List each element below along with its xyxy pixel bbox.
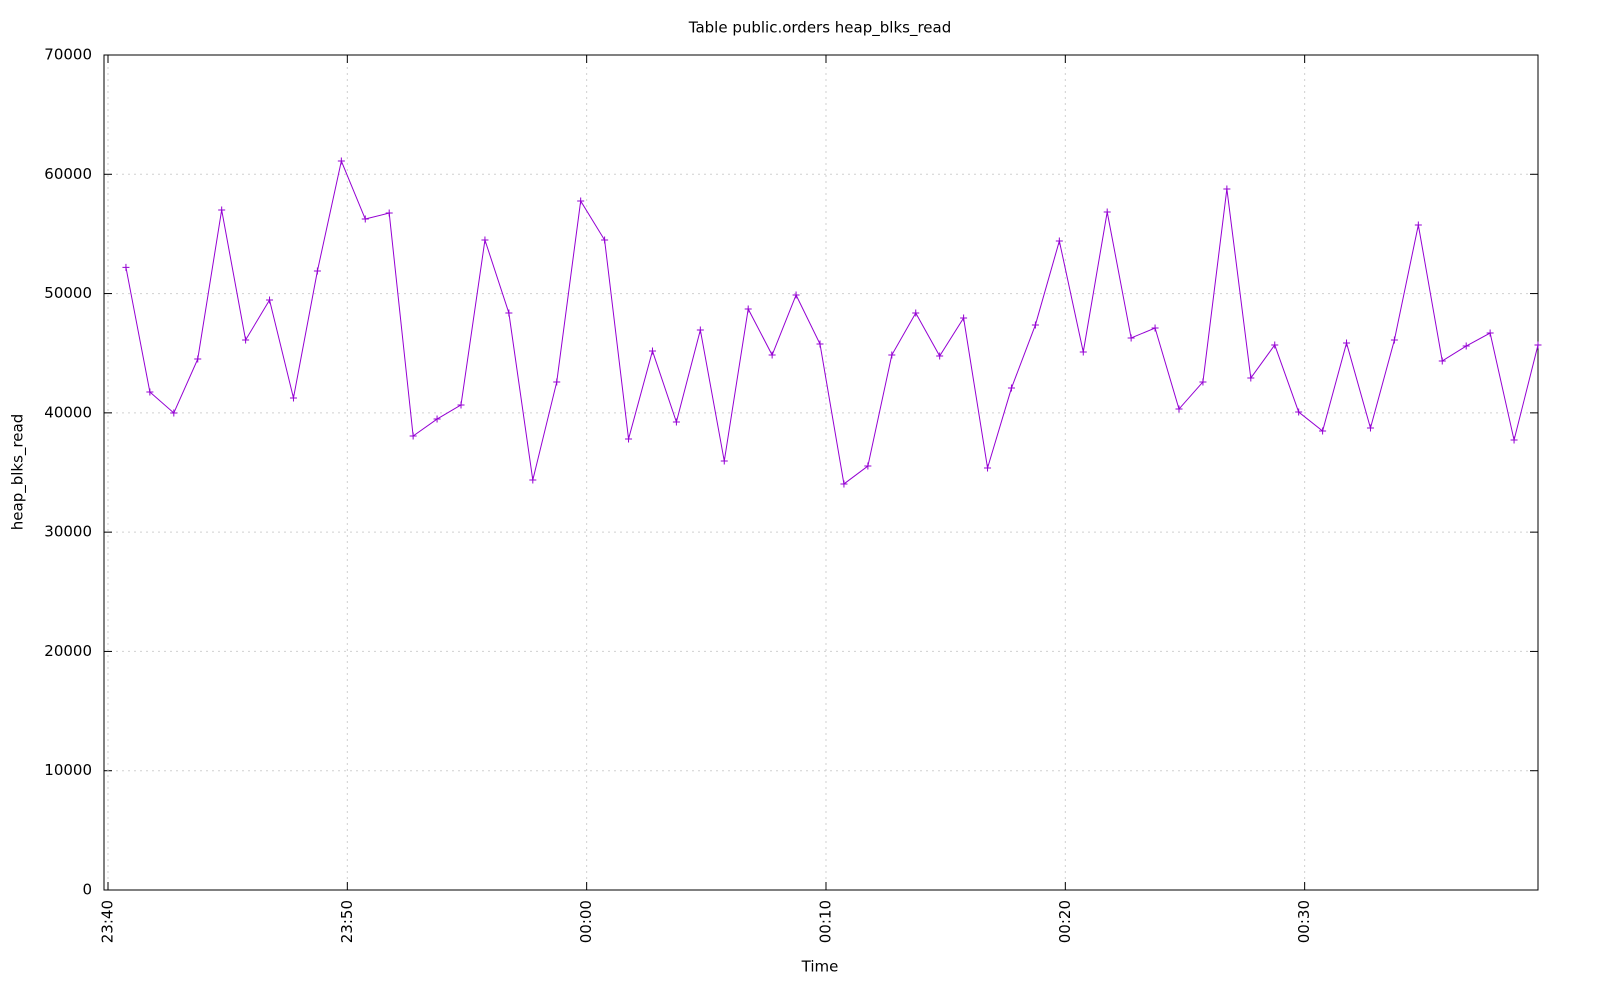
point-marker [912,309,920,317]
point-marker [1271,341,1279,349]
y-tick-label: 40000 [44,403,92,421]
point-marker [1414,221,1422,229]
point-marker [170,409,178,417]
point-marker [984,464,992,472]
x-tick-label: 00:30 [1295,900,1313,943]
chart-title: Table public.orders heap_blks_read [688,19,951,38]
point-marker [481,236,489,244]
x-tick-label: 00:00 [577,900,595,943]
point-marker [1031,321,1039,329]
point-marker [122,263,130,271]
point-marker [194,355,202,363]
y-tick-label: 30000 [44,523,92,541]
point-marker [1199,378,1207,386]
y-tick-label: 50000 [44,284,92,302]
y-tick-label: 70000 [44,46,92,64]
y-tick-label: 60000 [44,165,92,183]
point-marker [1151,324,1159,332]
point-marker [888,351,896,359]
plot-frame [103,54,1539,891]
point-marker [864,462,872,470]
point-marker [146,388,154,396]
point-marker [1343,339,1351,347]
point-marker [313,267,321,275]
point-marker [218,206,226,214]
point-marker [1175,405,1183,413]
point-marker [385,209,393,217]
point-marker [1055,237,1063,245]
point-marker [577,197,585,205]
data-line [125,159,1539,485]
point-marker [672,418,680,426]
point-marker [840,480,848,488]
point-marker [1007,384,1015,392]
point-marker [1366,424,1374,432]
point-marker [720,457,728,465]
y-tick-label: 0 [82,881,92,899]
point-marker [1438,357,1446,365]
point-marker [553,378,561,386]
y-tick-label: 20000 [44,642,92,660]
x-tick-label: 00:20 [1056,900,1074,943]
point-marker [457,401,465,409]
x-tick-label: 23:40 [98,900,116,943]
point-marker [1103,208,1111,216]
point-marker [409,432,417,440]
point-marker [1223,185,1231,193]
point-marker [337,157,345,165]
point-marker [361,215,369,223]
point-marker [1462,342,1470,350]
point-marker [792,291,800,299]
y-axis-label: heap_blks_read [9,414,28,530]
point-marker [433,415,441,423]
point-marker [1079,348,1087,356]
x-tick-label: 23:50 [338,900,356,943]
point-marker [1486,329,1494,337]
x-axis-label: Time [801,958,839,976]
point-marker [625,435,633,443]
point-marker [936,352,944,360]
point-marker [1534,341,1542,349]
point-marker [696,326,704,334]
point-marker [266,296,274,304]
x-tick-label: 00:10 [816,900,834,943]
point-marker [1247,374,1255,382]
point-marker [1127,334,1135,342]
point-marker [648,347,656,355]
point-marker [816,340,824,348]
y-tick-label: 10000 [44,761,92,779]
point-marker [529,476,537,484]
point-marker [1390,336,1398,344]
point-marker [601,236,609,244]
point-marker [1319,427,1327,435]
point-marker [744,305,752,313]
point-marker [1510,436,1518,444]
point-marker [960,314,968,322]
point-marker [768,351,776,359]
point-marker [505,309,513,317]
point-marker [242,336,250,344]
point-marker [289,394,297,402]
point-marker [1295,408,1303,416]
